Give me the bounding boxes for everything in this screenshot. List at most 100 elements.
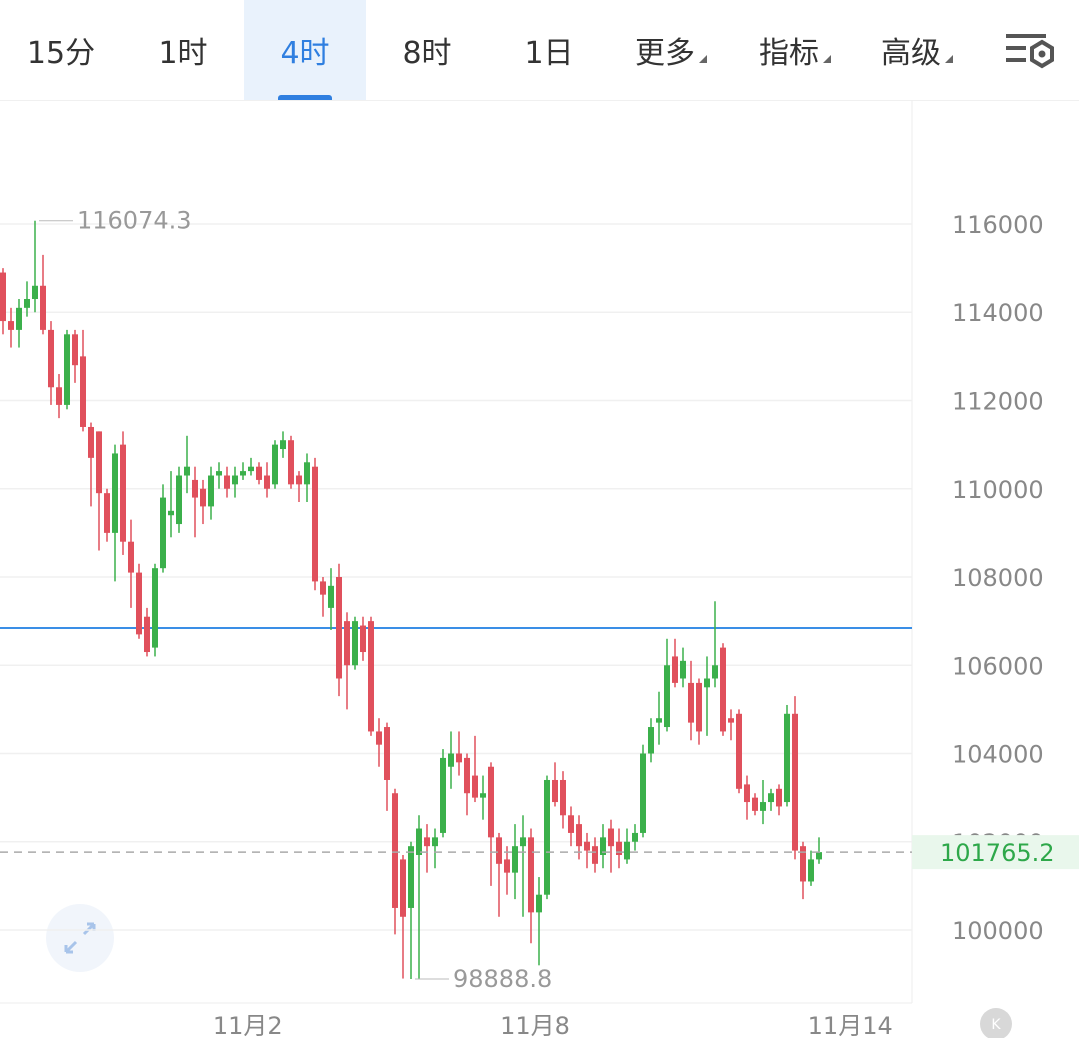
menu-arrow — [945, 55, 953, 63]
candle-body — [40, 285, 46, 330]
tab[interactable]: 1日 — [488, 0, 610, 100]
candle-body — [288, 440, 294, 485]
settings-glyph — [1006, 34, 1054, 69]
expand-glyph — [64, 922, 96, 954]
y-tick-label: 100000 — [952, 917, 1044, 945]
candle-body — [48, 329, 54, 388]
candle-body — [304, 462, 310, 485]
candle-body — [320, 581, 326, 595]
candle-body — [592, 846, 598, 864]
expand-button[interactable] — [46, 904, 114, 972]
reset-button[interactable]: K — [980, 1008, 1012, 1038]
candle-body — [280, 440, 286, 450]
selected-indicator — [278, 95, 332, 100]
candle-body — [800, 846, 806, 882]
candle-body — [680, 660, 686, 679]
tab[interactable]: 指标 — [734, 0, 856, 100]
candle-body — [760, 802, 766, 811]
candle-body — [144, 616, 150, 653]
candle-body — [0, 272, 6, 322]
y-tick-label: 104000 — [952, 741, 1044, 769]
candle-body — [560, 779, 566, 816]
candle-body — [672, 656, 678, 683]
candle-body — [408, 846, 414, 908]
candle-body — [232, 475, 238, 485]
settings-icon[interactable] — [1004, 30, 1056, 74]
candle-body — [648, 727, 654, 754]
candle-body — [200, 488, 206, 507]
candle-body — [584, 841, 590, 851]
candle-body — [608, 828, 614, 847]
candle-body — [520, 837, 526, 847]
candle-body — [152, 568, 158, 648]
tab[interactable]: 高级 — [856, 0, 978, 100]
candle-body — [792, 713, 798, 851]
x-tick-label: 11月8 — [500, 1012, 570, 1038]
tab-label: 指标 — [759, 36, 819, 71]
candle-body — [632, 832, 638, 842]
candle-body — [504, 859, 510, 873]
menu-arrow — [699, 55, 707, 63]
expand-bg — [46, 904, 114, 972]
menu-arrow — [823, 55, 831, 63]
candle-body — [72, 334, 78, 366]
candle-body — [808, 859, 814, 882]
tab[interactable]: 4时 — [244, 0, 366, 100]
price-box — [912, 835, 1079, 870]
tab[interactable]: 8时 — [366, 0, 488, 100]
y-tick-label: 114000 — [952, 299, 1044, 327]
candle-body — [416, 828, 422, 856]
candle-body — [104, 493, 110, 533]
candle-body — [240, 471, 246, 476]
candle-body — [768, 793, 774, 803]
candle-body — [352, 621, 358, 666]
candle-body — [720, 647, 726, 732]
candle-body — [688, 682, 694, 723]
candle-body — [256, 466, 262, 480]
candle-body — [112, 453, 118, 533]
candle-body — [368, 621, 374, 732]
tab-label: 8时 — [402, 36, 452, 71]
y-tick-label: 116000 — [952, 211, 1044, 239]
candle-body — [32, 285, 38, 300]
price-label: 101765.2 — [940, 839, 1055, 867]
candle-body — [744, 784, 750, 803]
candle-body — [728, 718, 734, 723]
timeframe-tabs: 15分 1时 4时 8时 1日 更多 指标 高级 — [0, 0, 1079, 101]
candle-body — [528, 837, 534, 913]
candle-body — [616, 841, 622, 856]
tab[interactable]: 15分 — [0, 0, 122, 100]
candle-body — [88, 426, 94, 458]
candle-body — [752, 797, 758, 811]
candle-body — [160, 497, 166, 569]
candle-body — [376, 731, 382, 745]
y-tick-label: 110000 — [952, 476, 1044, 504]
tab-label: 4时 — [280, 36, 330, 71]
candle-body — [568, 815, 574, 833]
candle-body — [264, 475, 270, 489]
candle-body — [776, 788, 782, 807]
candle-body — [400, 859, 406, 917]
candle-body — [432, 837, 438, 847]
tab[interactable]: 更多 — [610, 0, 732, 100]
candle-body — [328, 585, 334, 608]
tab[interactable]: 1时 — [122, 0, 244, 100]
candle-body — [496, 837, 502, 864]
x-tick-label: 11月14 — [808, 1012, 893, 1038]
candle-body — [120, 444, 126, 542]
candle-body — [80, 356, 86, 427]
candle-body — [216, 471, 222, 476]
candle-body — [664, 665, 670, 728]
candle-body — [16, 307, 22, 330]
candle-body — [472, 775, 478, 798]
candle-body — [64, 334, 70, 405]
candle-body — [24, 299, 30, 308]
chart: K 10000010200010400010600010800011000011… — [0, 100, 1079, 1038]
candle-body — [56, 387, 62, 405]
candle-body — [624, 841, 630, 860]
candle-body — [248, 466, 254, 472]
tab-label: 更多 — [635, 36, 695, 71]
candle-body — [344, 621, 350, 666]
candle-body — [336, 577, 342, 679]
candle-body — [184, 466, 190, 476]
